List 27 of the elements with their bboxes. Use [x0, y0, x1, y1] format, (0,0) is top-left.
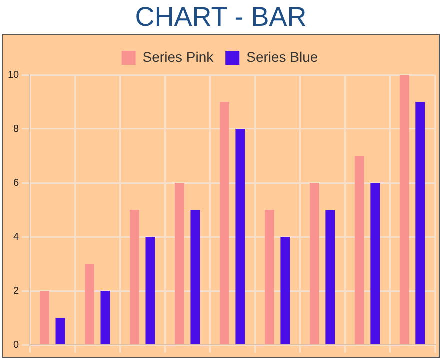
y-tick-label: 2 [14, 286, 20, 297]
bar [146, 237, 156, 344]
y-tick-label: 8 [14, 124, 20, 135]
bar [100, 291, 110, 344]
y-tick-label: 4 [14, 232, 20, 243]
bar [56, 318, 66, 344]
bar [130, 210, 140, 344]
bar [280, 237, 290, 344]
bar [370, 183, 380, 344]
bar [400, 75, 410, 344]
bar [85, 264, 94, 344]
bar [174, 183, 184, 344]
bar [310, 183, 320, 344]
y-tick-label: 0 [14, 340, 20, 351]
legend-label: Series Blue [246, 48, 318, 65]
y-tick-label: 10 [8, 70, 20, 81]
bar [416, 102, 426, 344]
y-tick-label: 6 [14, 178, 20, 189]
bar [220, 102, 230, 344]
bar [190, 210, 200, 344]
bar [326, 210, 336, 344]
bar [236, 129, 246, 344]
chart-title: CHART - BAR [134, 1, 308, 34]
bar [40, 291, 50, 344]
bar [354, 156, 364, 344]
legend-label: Series Pink [142, 48, 215, 65]
bar [264, 210, 274, 344]
